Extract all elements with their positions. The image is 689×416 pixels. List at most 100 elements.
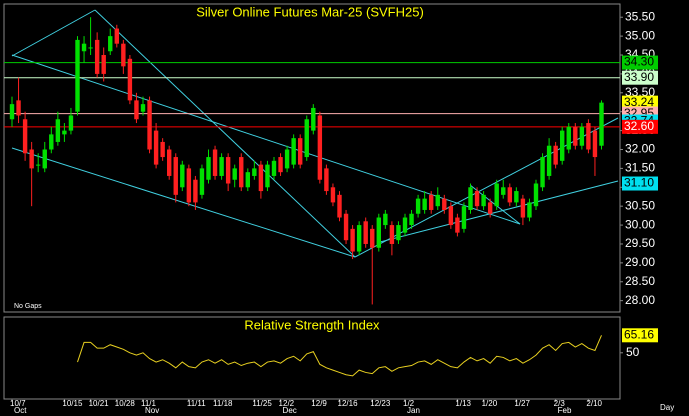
month-label: Dec (283, 406, 297, 415)
candle-body (370, 228, 375, 248)
month-label: Feb (558, 406, 572, 415)
candle-body (507, 187, 512, 203)
x-tick-label: 1/20 (482, 399, 498, 408)
candle-body (199, 168, 205, 195)
candle-body (29, 149, 34, 169)
candle-body (311, 107, 316, 131)
candle-body (317, 115, 323, 180)
candle-body (153, 130, 159, 165)
candle-body (435, 194, 440, 207)
candle-body (265, 164, 270, 188)
candle-body (62, 130, 67, 135)
trendline (94, 9, 356, 258)
candle-body (599, 102, 604, 146)
candle-body (304, 119, 309, 158)
candle-body (245, 172, 250, 188)
x-tick-label: 1/27 (514, 399, 530, 408)
month-label: Oct (14, 406, 27, 415)
level-label: 34.30 (624, 55, 654, 69)
candle-body (167, 149, 172, 176)
candle-body (494, 183, 499, 207)
candle-body (127, 58, 133, 101)
candle-body (343, 213, 349, 241)
trendline (379, 180, 619, 243)
candle-body (9, 104, 15, 120)
candle-body (533, 183, 539, 207)
y-tick-label: 29.50 (625, 236, 655, 250)
y-tick-label: 29.00 (625, 255, 655, 269)
x-tick-label: 2/10 (586, 399, 602, 408)
y-tick-label: 35.00 (625, 28, 655, 42)
candle-body (468, 187, 473, 210)
candle-body (560, 130, 565, 161)
month-label: Nov (145, 406, 159, 415)
y-tick-label: 30.00 (625, 217, 655, 231)
rsi-panel (3, 316, 621, 400)
candle-body (442, 198, 447, 210)
level-label: 32.60 (624, 119, 654, 133)
candle-body (350, 228, 355, 252)
candle-body (101, 55, 106, 74)
gap-mode: No Gaps (14, 303, 42, 310)
candle-body (415, 198, 421, 214)
x-tick-label: 12/9 (311, 399, 327, 408)
candle-body (291, 138, 296, 165)
candle-body (546, 145, 552, 176)
x-tick-label: 2/3 (554, 399, 566, 408)
candle-body (298, 138, 303, 165)
x-tick-label: 10/15 (62, 399, 83, 408)
x-tick-label: 11/25 (252, 399, 272, 408)
candle-body (193, 179, 198, 203)
candle-body (94, 39, 100, 74)
y-tick-label: 31.50 (625, 161, 655, 175)
y-tick-label: 33.50 (625, 85, 655, 99)
candle-body (173, 157, 178, 195)
x-tick-label: 11/11 (187, 399, 206, 408)
candle-body (258, 164, 264, 192)
candle-body (324, 168, 329, 192)
x-axis-unit: Day (660, 403, 674, 412)
x-tick-label: 10/21 (89, 399, 110, 408)
level-box (622, 70, 658, 85)
level-box (622, 55, 658, 70)
candle-body (147, 100, 152, 150)
rsi-line (77, 335, 602, 377)
candle-body (429, 194, 434, 210)
candle-body (383, 213, 388, 226)
candle-body (501, 187, 506, 195)
y-tick-label: 35.50 (625, 9, 655, 23)
candle-body (481, 194, 486, 207)
trendline (11, 9, 96, 57)
candle-body (337, 194, 342, 218)
candle-body (16, 100, 21, 116)
candle-body (474, 191, 480, 207)
candle-body (186, 168, 192, 203)
candle-body (461, 206, 467, 229)
rsi-last-box (622, 328, 658, 343)
candle-body (114, 28, 119, 44)
candle-body (55, 119, 61, 142)
y-tick-label: 30.50 (625, 198, 655, 212)
candle-body (402, 217, 408, 233)
candle-body (448, 206, 454, 226)
candle-body (42, 149, 47, 169)
candle-body (88, 47, 93, 49)
candle-body (252, 168, 257, 176)
trendline (11, 54, 521, 225)
candle-body (396, 225, 401, 241)
candle-body (36, 164, 41, 166)
x-tick-label: 12/2 (279, 399, 295, 408)
candle-body (160, 141, 165, 158)
candle-body (455, 217, 460, 233)
candle-body (553, 145, 558, 165)
candle-body (81, 43, 87, 52)
candle-body (284, 149, 290, 169)
candle-body (68, 115, 74, 131)
candle-body (409, 213, 414, 226)
candle-body (566, 126, 571, 150)
candle-body (232, 168, 237, 180)
candle-body (49, 134, 54, 150)
candle-body (586, 123, 591, 150)
level-box (622, 119, 658, 134)
